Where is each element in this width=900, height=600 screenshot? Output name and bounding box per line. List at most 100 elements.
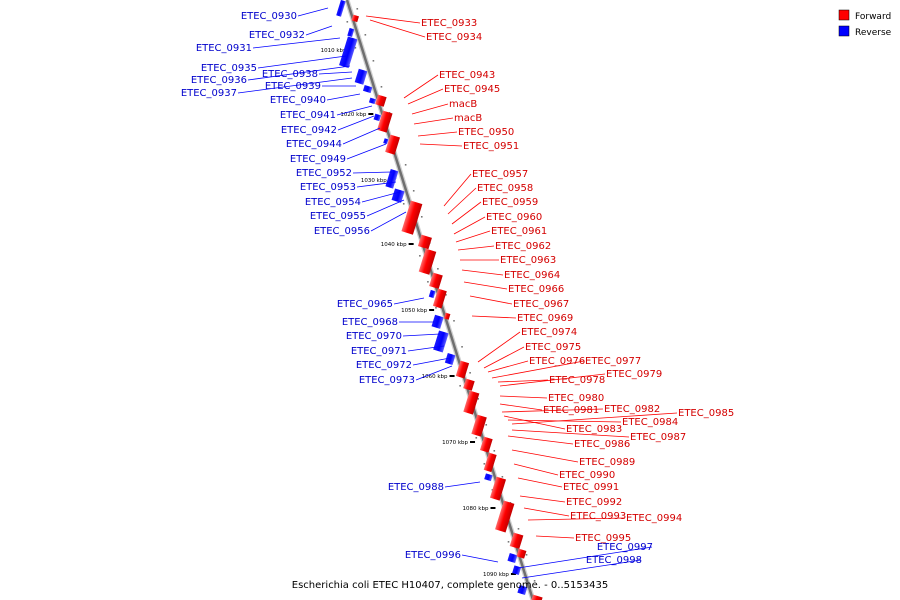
reverse-gene-label: ETEC_0953 bbox=[300, 182, 356, 193]
backbone-dot bbox=[402, 203, 405, 205]
forward-gene-block bbox=[377, 110, 393, 133]
tick-mark bbox=[368, 113, 374, 115]
reverse-gene-leader bbox=[252, 37, 341, 49]
forward-gene-leader bbox=[511, 412, 678, 425]
backbone-dot bbox=[372, 60, 375, 62]
forward-gene-leader bbox=[507, 419, 622, 423]
forward-gene-leader bbox=[403, 74, 439, 99]
forward-gene-label: macB bbox=[454, 113, 482, 124]
reverse-gene-block bbox=[354, 68, 368, 85]
backbone-dot bbox=[356, 8, 359, 10]
forward-gene-block bbox=[385, 134, 401, 155]
backbone-dot bbox=[475, 437, 478, 439]
forward-gene-block bbox=[489, 476, 507, 501]
reverse-gene-label: ETEC_0937 bbox=[181, 88, 237, 99]
reverse-gene-label: ETEC_0944 bbox=[286, 139, 342, 150]
reverse-gene-block bbox=[373, 113, 382, 122]
forward-gene-leader bbox=[499, 395, 548, 399]
gene-labels: ETEC_0930ETEC_0932ETEC_0931ETEC_0935ETEC… bbox=[181, 11, 734, 566]
reverse-gene-label: ETEC_0936 bbox=[191, 75, 247, 86]
backbone-dot bbox=[404, 164, 407, 166]
reverse-gene-label: ETEC_0973 bbox=[359, 375, 415, 386]
tick-label: 1080 kbp bbox=[463, 506, 489, 512]
backbone-dot bbox=[445, 294, 447, 296]
reverse-gene-label: ETEC_0935 bbox=[201, 63, 257, 74]
backbone-dot bbox=[461, 346, 463, 348]
reverse-gene-label: ETEC_0970 bbox=[346, 331, 402, 342]
legend-forward-label: Forward bbox=[855, 12, 891, 22]
reverse-gene-leader bbox=[305, 25, 333, 36]
forward-gene-leader bbox=[365, 15, 421, 24]
forward-gene-leader bbox=[483, 346, 525, 369]
reverse-gene-leader bbox=[237, 77, 353, 94]
legend: Forward Reverse bbox=[838, 9, 892, 38]
forward-gene-label: ETEC_0933 bbox=[421, 18, 477, 29]
backbone-dot bbox=[459, 385, 461, 387]
forward-gene-leader bbox=[419, 143, 463, 147]
reverse-gene-label: ETEC_0939 bbox=[265, 81, 321, 92]
forward-gene-label: ETEC_0983 bbox=[566, 424, 622, 435]
reverse-gene-label: ETEC_0965 bbox=[337, 299, 393, 310]
forward-gene-label: ETEC_0950 bbox=[458, 127, 514, 138]
forward-gene-block bbox=[463, 378, 475, 391]
forward-gene-leader bbox=[501, 408, 604, 413]
reverse-gene-label: ETEC_0931 bbox=[196, 43, 252, 54]
reverse-gene-label: ETEC_0955 bbox=[310, 211, 366, 222]
forward-gene-label: ETEC_0943 bbox=[439, 70, 495, 81]
forward-gene-block bbox=[418, 248, 437, 275]
tick-mark bbox=[449, 375, 455, 377]
reverse-gene-label: ETEC_0930 bbox=[241, 11, 297, 22]
tick-label: 1050 kbp bbox=[401, 308, 427, 314]
forward-gene-block bbox=[516, 548, 527, 559]
forward-gene-label: ETEC_0945 bbox=[444, 84, 500, 95]
forward-gene-leader bbox=[519, 495, 566, 503]
forward-gene-label: ETEC_0991 bbox=[563, 482, 619, 493]
forward-gene-label: ETEC_0994 bbox=[626, 513, 682, 524]
tick-mark bbox=[429, 309, 435, 311]
forward-gene-label: ETEC_0957 bbox=[472, 169, 528, 180]
backbone-dot bbox=[427, 281, 429, 283]
legend-reverse-swatch bbox=[838, 25, 850, 37]
reverse-gene-leader bbox=[361, 191, 401, 203]
backbone-dot bbox=[517, 528, 520, 530]
reverse-gene-leader bbox=[444, 481, 481, 488]
forward-gene-leader bbox=[451, 201, 482, 225]
reverse-gene-block bbox=[368, 97, 377, 105]
reverse-gene-block bbox=[431, 314, 444, 329]
backbone-dot bbox=[354, 47, 357, 49]
reverse-gene-leader bbox=[337, 115, 375, 131]
forward-gene-label: ETEC_0963 bbox=[500, 255, 556, 266]
reverse-gene-leader bbox=[366, 199, 405, 217]
forward-gene-leader bbox=[511, 429, 630, 438]
forward-gene-label: ETEC_0989 bbox=[579, 457, 635, 468]
backbone-dot bbox=[437, 268, 439, 270]
reverse-gene-leader bbox=[326, 93, 361, 101]
forward-gene-leader bbox=[499, 373, 606, 387]
forward-gene-leader bbox=[411, 103, 449, 115]
reverse-gene-label: ETEC_0997 bbox=[597, 542, 653, 553]
forward-gene-label: ETEC_0964 bbox=[504, 270, 560, 281]
forward-gene-label: ETEC_0967 bbox=[513, 299, 569, 310]
forward-gene-label: ETEC_0992 bbox=[566, 497, 622, 508]
forward-gene-block bbox=[479, 436, 493, 453]
forward-gene-block bbox=[455, 360, 470, 379]
forward-gene-label: ETEC_0984 bbox=[622, 417, 678, 428]
reverse-gene-leader bbox=[393, 297, 425, 305]
forward-gene-block bbox=[531, 594, 543, 600]
backbone-dot bbox=[525, 554, 528, 556]
forward-gene-block bbox=[417, 234, 432, 250]
reverse-gene-block bbox=[391, 188, 405, 203]
forward-gene-label: ETEC_0982 bbox=[604, 404, 660, 415]
forward-gene-label: ETEC_0978 bbox=[549, 375, 605, 386]
reverse-gene-leader bbox=[407, 345, 445, 352]
forward-gene-leader bbox=[469, 295, 513, 305]
forward-gene-leader bbox=[463, 281, 508, 290]
forward-gene-leader bbox=[523, 507, 570, 517]
reverse-gene-leader bbox=[356, 181, 397, 188]
reverse-gene-block bbox=[444, 353, 456, 365]
forward-gene-label: ETEC_0979 bbox=[606, 369, 662, 380]
tick-label: 1010 kbp bbox=[321, 48, 347, 54]
reverse-gene-label: ETEC_0988 bbox=[388, 482, 444, 493]
reverse-gene-label: ETEC_0938 bbox=[262, 69, 318, 80]
forward-gene-block bbox=[351, 14, 359, 23]
